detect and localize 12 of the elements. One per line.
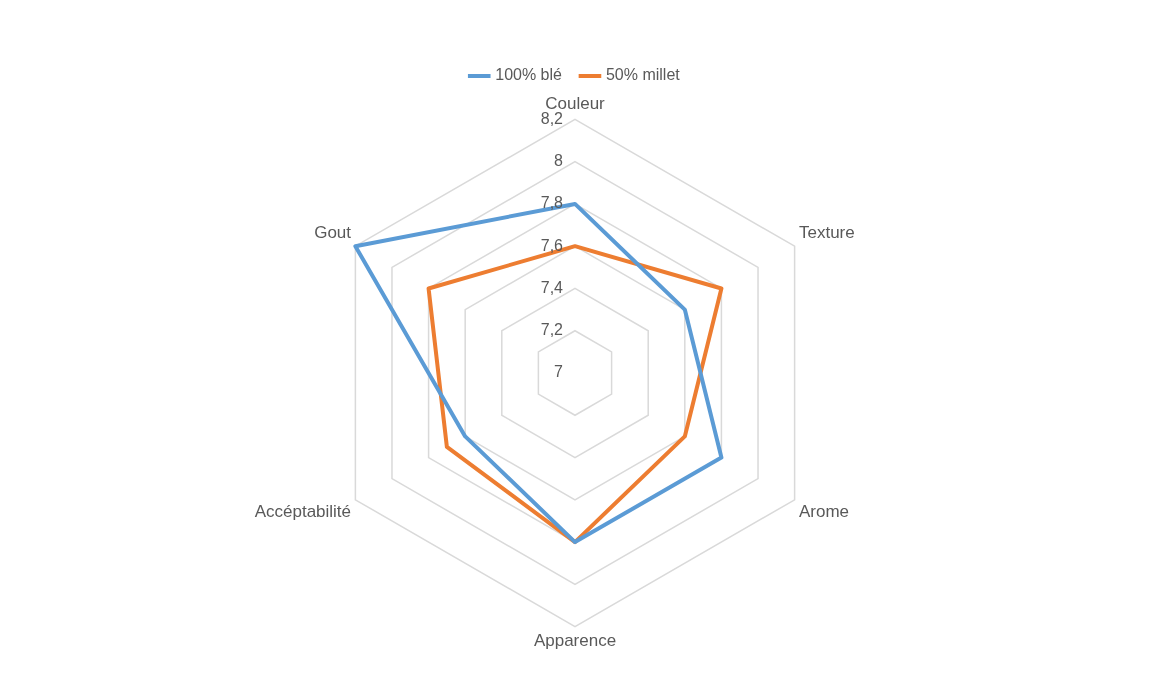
- spoke-label: Gout: [314, 223, 352, 243]
- y-tick-label: 7,6: [540, 236, 564, 254]
- spoke-label: Apparence: [533, 631, 617, 651]
- legend-label: 50% millet: [605, 66, 681, 84]
- spoke-label: Texture: [798, 223, 855, 243]
- y-tick-label: 8: [554, 152, 564, 170]
- y-tick-label: 7: [554, 363, 564, 381]
- y-tick-label: 7,2: [540, 321, 564, 339]
- spoke-label: Accéptabilité: [254, 502, 352, 522]
- spoke-label: Arome: [798, 502, 850, 522]
- legend-label: 100% blé: [495, 66, 563, 84]
- y-tick-label: 7,4: [540, 278, 564, 296]
